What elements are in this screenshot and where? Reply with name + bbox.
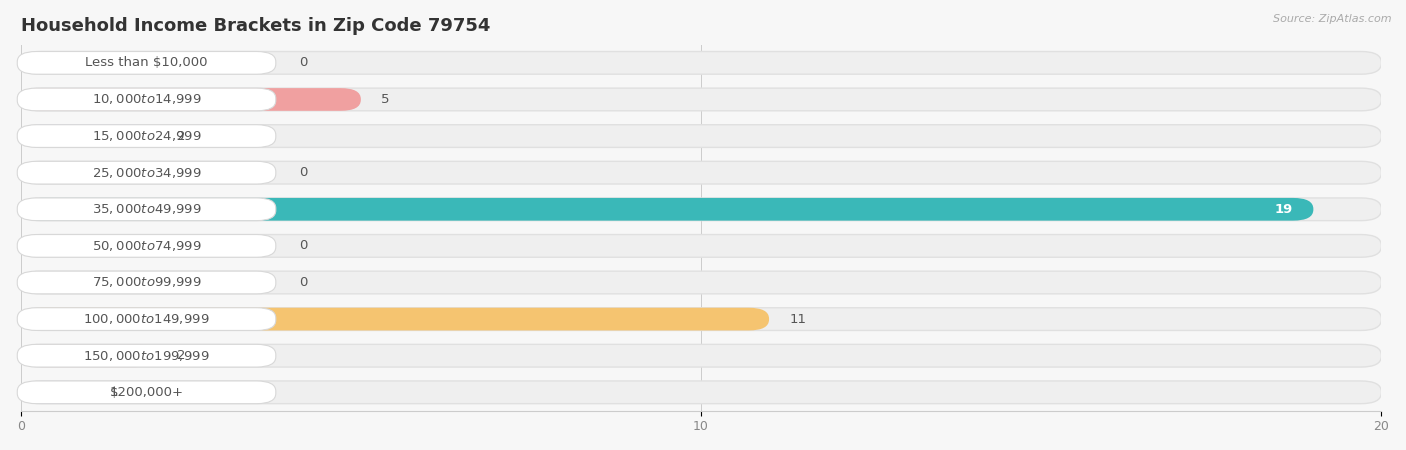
FancyBboxPatch shape — [21, 198, 1313, 220]
Text: 0: 0 — [299, 166, 308, 179]
Text: 0: 0 — [299, 276, 308, 289]
FancyBboxPatch shape — [21, 198, 1382, 220]
Text: 5: 5 — [381, 93, 389, 106]
Text: $50,000 to $74,999: $50,000 to $74,999 — [91, 239, 201, 253]
Text: 0: 0 — [299, 56, 308, 69]
Text: 0: 0 — [299, 239, 308, 252]
FancyBboxPatch shape — [21, 125, 1382, 148]
Text: $200,000+: $200,000+ — [110, 386, 184, 399]
Text: $10,000 to $14,999: $10,000 to $14,999 — [91, 92, 201, 107]
FancyBboxPatch shape — [17, 125, 276, 148]
Text: 11: 11 — [790, 313, 807, 326]
FancyBboxPatch shape — [17, 88, 276, 111]
FancyBboxPatch shape — [21, 271, 1382, 294]
FancyBboxPatch shape — [21, 51, 1382, 74]
FancyBboxPatch shape — [21, 234, 1382, 257]
Text: $35,000 to $49,999: $35,000 to $49,999 — [91, 202, 201, 216]
FancyBboxPatch shape — [17, 51, 276, 74]
FancyBboxPatch shape — [17, 162, 276, 184]
FancyBboxPatch shape — [17, 308, 276, 330]
FancyBboxPatch shape — [17, 234, 276, 257]
FancyBboxPatch shape — [21, 381, 89, 404]
Text: Household Income Brackets in Zip Code 79754: Household Income Brackets in Zip Code 79… — [21, 17, 491, 35]
Text: $100,000 to $149,999: $100,000 to $149,999 — [83, 312, 209, 326]
Text: $150,000 to $199,999: $150,000 to $199,999 — [83, 349, 209, 363]
Text: Source: ZipAtlas.com: Source: ZipAtlas.com — [1274, 14, 1392, 23]
Text: 2: 2 — [177, 130, 186, 143]
FancyBboxPatch shape — [21, 381, 1382, 404]
FancyBboxPatch shape — [21, 162, 1382, 184]
FancyBboxPatch shape — [17, 271, 276, 294]
Text: 1: 1 — [110, 386, 118, 399]
FancyBboxPatch shape — [17, 344, 276, 367]
FancyBboxPatch shape — [21, 125, 156, 148]
FancyBboxPatch shape — [21, 344, 1382, 367]
Text: 2: 2 — [177, 349, 186, 362]
Text: Less than $10,000: Less than $10,000 — [86, 56, 208, 69]
FancyBboxPatch shape — [21, 88, 1382, 111]
Text: $15,000 to $24,999: $15,000 to $24,999 — [91, 129, 201, 143]
FancyBboxPatch shape — [21, 308, 1382, 330]
FancyBboxPatch shape — [21, 308, 769, 330]
Text: $25,000 to $34,999: $25,000 to $34,999 — [91, 166, 201, 180]
FancyBboxPatch shape — [17, 198, 276, 220]
Text: $75,000 to $99,999: $75,000 to $99,999 — [91, 275, 201, 289]
FancyBboxPatch shape — [21, 88, 361, 111]
Text: 19: 19 — [1275, 203, 1294, 216]
FancyBboxPatch shape — [17, 381, 276, 404]
FancyBboxPatch shape — [21, 344, 156, 367]
